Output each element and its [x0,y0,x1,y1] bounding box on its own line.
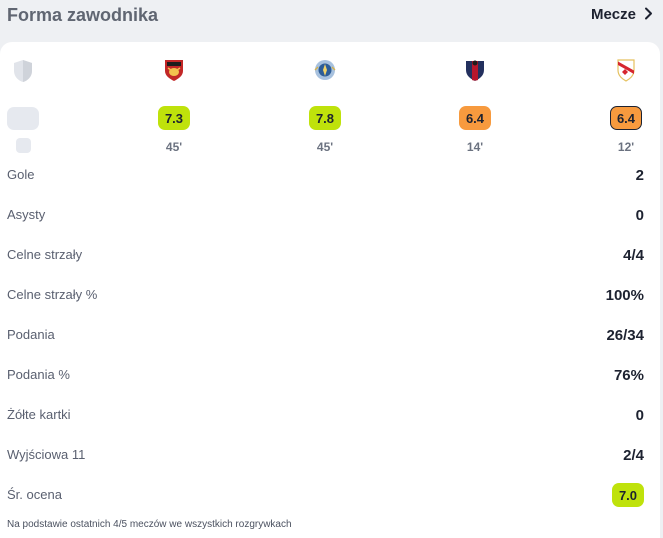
stat-row-assists: Asysty 0 [0,207,660,247]
match-minutes: 45' [165,140,183,154]
stat-label: Wyjściowa 11 [7,447,86,462]
match-column[interactable]: 7.8 45' [295,58,355,158]
footnote: Na podstawie ostatnich 4/5 meczów we wsz… [7,519,292,530]
match-minutes: 12' [617,140,635,154]
stat-label: Żółte kartki [7,407,71,422]
match-minutes: 45' [316,140,334,154]
matches-link[interactable]: Mecze [591,6,653,23]
stat-value: 4/4 [623,247,644,264]
match-row: 7.3 45' 7.8 45' 6.4 14' [0,58,660,178]
stat-label: Podania [7,327,55,342]
blaugrana-shield-crest-icon [466,60,484,81]
bull-shield-crest-icon [165,60,183,81]
blue-round-crest-icon [314,60,336,80]
match-column[interactable]: 7.3 45' [144,58,204,158]
shield-placeholder-icon [14,60,32,82]
stat-label: Śr. ocena [7,487,62,502]
section-title: Forma zawodnika [7,5,159,25]
stat-row-goals: Gole 2 [0,167,660,207]
match-rating: 6.4 [459,106,491,130]
stat-label: Podania % [7,367,70,382]
stat-value: 2 [635,167,644,184]
stat-label: Celne strzały % [7,287,98,302]
stat-label: Asysty [7,207,46,222]
average-rating-badge: 7.0 [612,483,644,507]
stat-row-passes: Podania 26/34 [0,327,660,367]
match-column[interactable]: 6.4 14' [445,58,505,158]
stat-row-average-rating: Śr. ocena 7.0 [0,483,660,527]
player-form-card: 7.3 45' 7.8 45' 6.4 14' [0,42,660,538]
chevron-right-icon [644,7,653,22]
match-column[interactable]: 6.4 12' [596,58,656,158]
stat-row-passes-pct: Podania % 76% [0,367,660,407]
stat-row-yellow-cards: Żółte kartki 0 [0,407,660,447]
stat-value: 26/34 [606,327,644,344]
stat-label: Gole [7,167,35,182]
section-header: Forma zawodnika Mecze [0,0,663,40]
stat-value: 76% [613,367,644,384]
matches-link-label: Mecze [590,6,636,23]
match-rating: 7.8 [309,106,341,130]
red-sash-shield-crest-icon [617,59,635,82]
rating-placeholder [7,107,39,130]
stat-row-starting-eleven: Wyjściowa 11 2/4 [0,447,660,487]
stat-row-shots-on-target-pct: Celne strzały % 100% [0,287,660,327]
match-rating: 6.4 [610,106,642,130]
stat-value: 0 [635,207,644,224]
stat-label: Celne strzały [7,247,83,262]
minutes-placeholder [16,138,31,153]
stat-row-shots-on-target: Celne strzały 4/4 [0,247,660,287]
stat-value: 0 [635,407,644,424]
match-rating: 7.3 [158,106,190,130]
stat-value: 2/4 [623,447,644,464]
stat-value: 100% [605,287,644,304]
match-minutes: 14' [466,140,484,154]
